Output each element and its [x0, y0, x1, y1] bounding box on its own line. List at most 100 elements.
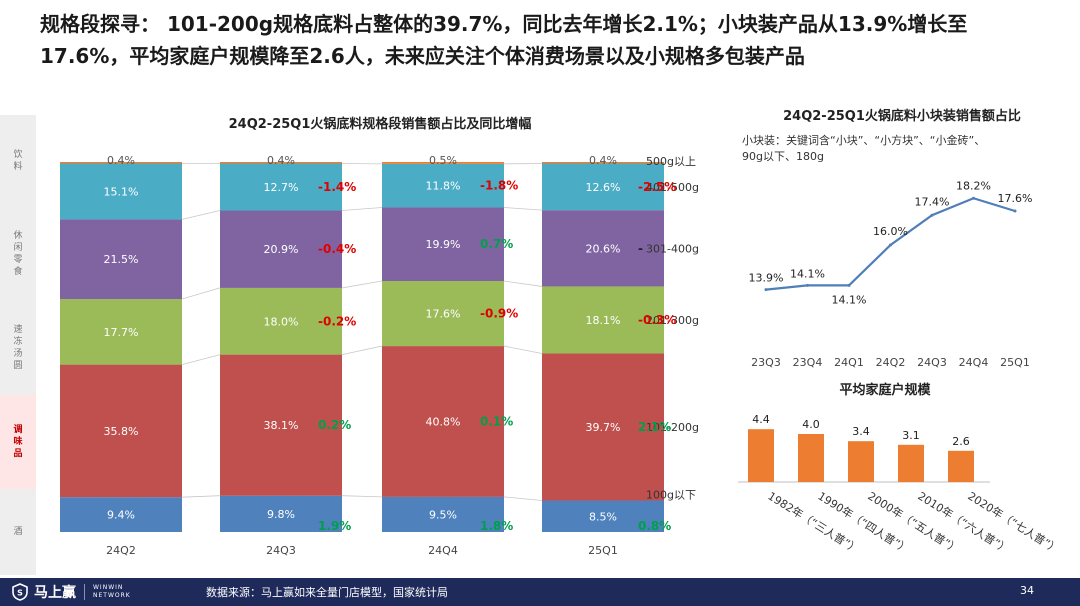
household-bar [848, 441, 874, 482]
footer-bar: S 马上赢 WINWIN NETWORK 数据来源：马上赢如来全量门店模型，国家… [0, 578, 1080, 606]
sidebar-item-2[interactable]: 速冻汤圆 [0, 301, 36, 396]
yoy-growth-label: 0.2% [318, 418, 351, 432]
x-tick-label: 2000年（“五人普”） [865, 489, 962, 557]
connector-line [181, 210, 221, 220]
household-bar-marks: 4.4 1982年（“三人普”） 4.0 1990年（“四人普”） 3.4 2000年（“… [738, 413, 1062, 556]
segment-label: 18.0% [264, 315, 299, 328]
sidebar-item-label: 调味品 [13, 425, 23, 459]
household-size-bar-chart: 平均家庭户规模 4.4 1982年（“三人普”） 4.0 1990年（“四人普”） 3.… [738, 382, 1062, 556]
stacked-bar-chart: 24Q2-25Q1火锅底料规格段销售额占比及同比增幅 9.4% 35.8% 17.7… [60, 116, 699, 557]
segment-legend-label: 100g以下 [646, 489, 696, 502]
segment-label: 0.4% [589, 154, 617, 167]
stacked-bar-marks: 9.4% 35.8% 17.7% 21.5% 15.1% 0.4% 24Q2 9.8% 38.1… [60, 154, 699, 557]
household-bar [948, 450, 974, 482]
x-tick-label: 24Q3 [266, 544, 296, 557]
x-tick-label: 2020年（“七人普”） [965, 489, 1062, 557]
stacked-chart-title: 24Q2-25Q1火锅底料规格段销售额占比及同比增幅 [229, 116, 532, 132]
x-tick-label: 24Q4 [428, 544, 458, 557]
x-tick-label: 25Q1 [588, 544, 618, 557]
yoy-growth-label: 1.9% [318, 519, 351, 533]
bar-segment [60, 163, 182, 220]
yoy-growth-label: -0.4% [318, 242, 356, 256]
bar-segment [220, 162, 342, 164]
brand-english-line2: NETWORK [93, 592, 131, 599]
household-bar [898, 444, 924, 482]
segment-label: 39.7% [586, 421, 621, 434]
line-point [806, 283, 809, 287]
connector-line [341, 345, 383, 355]
point-label: 17.6% [998, 192, 1033, 205]
line-chart-title: 24Q2-25Q1火锅底料小块装销售额占比 [783, 108, 1021, 124]
svg-text:S: S [17, 589, 23, 598]
segment-label: 40.8% [426, 415, 461, 428]
segment-label: 12.6% [586, 181, 621, 194]
bar-segment [382, 163, 504, 208]
yoy-growth-label: -0.3% [638, 313, 676, 327]
point-label: 14.1% [832, 293, 867, 306]
yoy-growth-label: 0.8% [638, 519, 671, 533]
segment-label: 15.1% [104, 185, 139, 198]
connector-line [181, 495, 221, 498]
brand-english-line1: WINWIN [93, 584, 124, 591]
yoy-growth-label: -0.9% [480, 307, 518, 321]
category-sidebar: 饮料休闲零食 速冻汤圆调味品酒 [0, 115, 36, 576]
bar-segment [382, 207, 504, 282]
x-tick-label: 24Q4 [959, 356, 989, 369]
bar-segment [60, 162, 182, 164]
connector-line [503, 280, 543, 287]
segment-label: 35.8% [104, 425, 139, 438]
x-tick-label: 24Q3 [917, 356, 947, 369]
sidebar-item-4[interactable]: 酒 [0, 489, 36, 576]
brand-divider [84, 584, 85, 600]
line-point [889, 243, 892, 247]
point-label: 13.9% [749, 272, 784, 285]
bar-segment [542, 286, 664, 354]
segment-label: 18.1% [586, 314, 621, 327]
connector-line [503, 207, 543, 211]
bar-value-label: 2.6 [952, 435, 970, 448]
segment-label: 38.1% [264, 419, 299, 432]
connector-line [341, 280, 383, 289]
segment-label: 0.5% [429, 154, 457, 167]
sidebar-item-0[interactable]: 饮料 [0, 115, 36, 208]
x-tick-label: 23Q4 [793, 356, 823, 369]
line-point [764, 288, 768, 292]
connector-line [341, 495, 383, 498]
x-tick-label: 24Q1 [834, 356, 864, 369]
segment-label: 20.9% [264, 243, 299, 256]
sidebar-item-1[interactable]: 休闲零食 [0, 207, 36, 302]
household-bar [798, 434, 824, 482]
segment-label: 0.4% [267, 154, 295, 167]
connector-line [503, 345, 543, 354]
yoy-growth-label: 1.8% [480, 519, 513, 533]
yoy-growth-label: 0.1% [480, 414, 513, 428]
yoy-growth-label: 2.1% [638, 420, 671, 434]
yoy-growth-label: -1.4% [318, 180, 356, 194]
line-point [847, 283, 851, 287]
sidebar-item-3[interactable]: 调味品 [0, 395, 36, 490]
note-line: 90g以下、180g [742, 150, 824, 163]
bar-segment [220, 495, 342, 532]
connector-line [181, 354, 221, 365]
sidebar-item-label: 饮料 [13, 150, 23, 172]
segment-legend-label: 201-300g [646, 314, 699, 327]
line-point [930, 213, 934, 217]
bar-segment [220, 354, 342, 496]
bar-segment [60, 497, 182, 532]
segment-legend-label: 500g以上 [646, 155, 696, 168]
bar-segment [542, 163, 664, 211]
segment-label: 9.4% [107, 509, 135, 522]
household-bar [748, 429, 774, 482]
sidebar-item-label: 酒 [13, 527, 23, 537]
yoy-growth-label: 0.7% [480, 237, 513, 251]
segment-label: 17.6% [426, 308, 461, 321]
bar-value-label: 4.0 [802, 418, 820, 431]
segment-legend-label: 101-200g [646, 421, 699, 434]
segment-label: 9.8% [267, 508, 295, 521]
segment-label: 11.8% [426, 180, 461, 193]
yoy-growth-label: -1.8% [480, 179, 518, 193]
bar-segment [60, 219, 182, 300]
line-point [1013, 209, 1017, 213]
x-tick-label: 1990年（“四人普”） [815, 489, 912, 557]
segment-label: 21.5% [104, 253, 139, 266]
